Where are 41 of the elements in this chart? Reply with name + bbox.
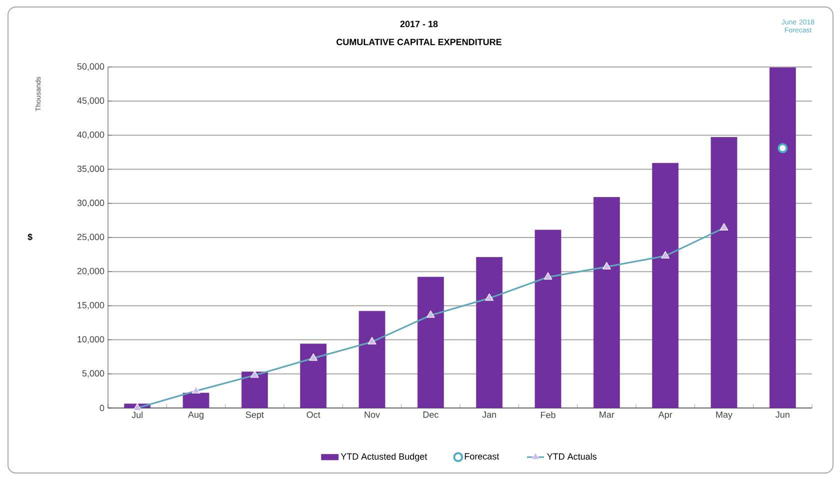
legend-label: YTD Actusted Budget — [340, 453, 428, 462]
x-tick-label: Mar — [600, 412, 614, 418]
y-tick-label: 25,000 — [77, 234, 104, 242]
chart-title: 2017 - 18 — [400, 20, 438, 28]
x-tick-label: Jul — [132, 412, 142, 418]
y-tick-label: 20,000 — [77, 268, 104, 276]
bar — [182, 392, 210, 408]
y-tick-label: 45,000 — [77, 97, 104, 105]
x-tick-label: Oct — [306, 412, 320, 418]
y-tick-label: 40,000 — [77, 131, 104, 139]
x-tick-label: Feb — [540, 412, 556, 418]
y-tick-label: 15,000 — [78, 302, 104, 310]
y-tick-label: 35,000 — [77, 166, 104, 174]
x-tick-label: Jan — [482, 412, 496, 418]
bar — [652, 162, 679, 408]
x-tick-label: May — [716, 412, 732, 420]
y-tick-label: 10,000 — [78, 336, 104, 344]
x-tick-label: Apr — [658, 412, 672, 420]
x-tick-label: Sept — [246, 412, 264, 420]
y-axis-title: $ — [28, 233, 32, 241]
x-tick-label: Jun — [776, 412, 790, 418]
bar — [300, 344, 327, 408]
y-tick-label: 5,000 — [82, 370, 104, 378]
legend-label: YTD Actuals — [547, 453, 597, 460]
x-tick-label: Nov — [364, 412, 380, 418]
x-tick-label: Dec — [423, 412, 438, 418]
bar — [241, 372, 268, 408]
bar — [358, 310, 386, 408]
x-tick-label: Aug — [188, 412, 204, 420]
bar — [534, 230, 562, 408]
legend-label: Forecast — [464, 453, 500, 460]
bar — [417, 276, 444, 408]
y-tick-label: 30,000 — [77, 200, 104, 208]
chart-subtitle: CUMULATIVE CAPITAL EXPENDITURE — [336, 38, 502, 46]
bar — [710, 137, 738, 408]
bar — [769, 67, 796, 408]
point — [778, 143, 788, 154]
bar — [593, 197, 620, 408]
bar — [476, 257, 503, 408]
y-tick-label: 0 — [100, 404, 104, 412]
y-tick-label: 50,000 — [77, 63, 104, 71]
